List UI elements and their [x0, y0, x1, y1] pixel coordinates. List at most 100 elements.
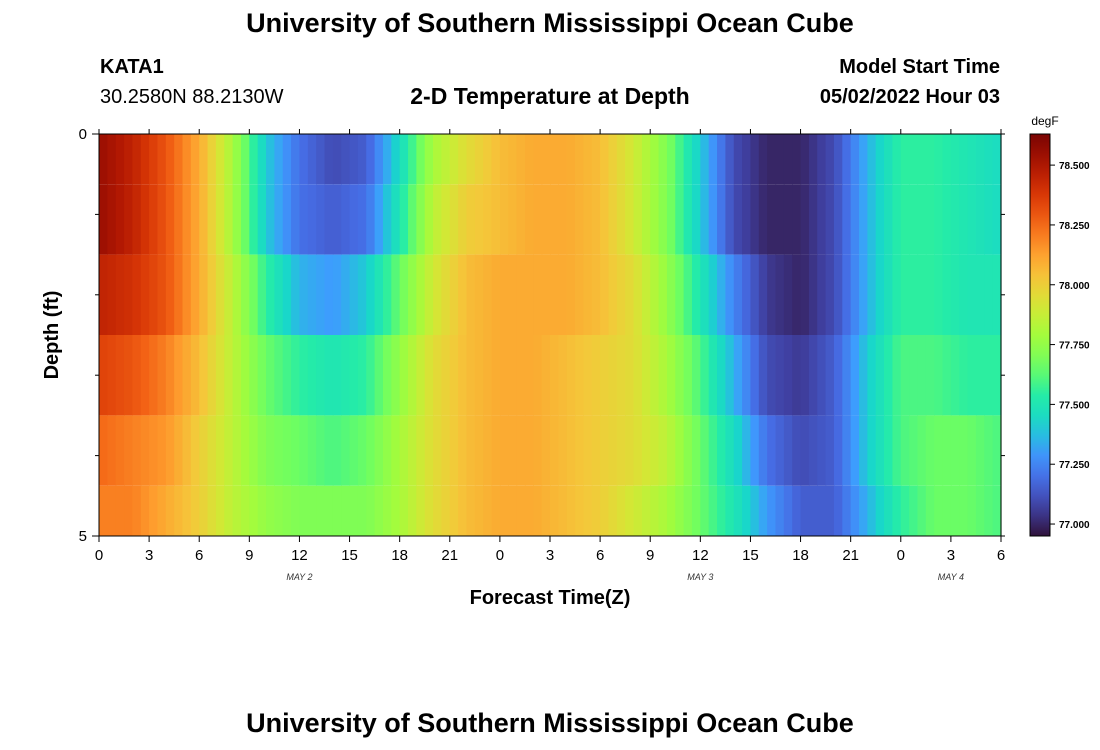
heatmap-cell	[149, 335, 159, 416]
heatmap-cell	[249, 335, 259, 416]
heatmap-cell	[833, 134, 843, 185]
heatmap-cell	[708, 134, 718, 185]
heatmap-cell	[550, 254, 559, 335]
heatmap-cell	[533, 184, 543, 255]
x-tick-label: 6	[997, 547, 1005, 564]
heatmap-cell	[733, 134, 743, 185]
x-tick-label: 3	[546, 547, 554, 564]
heatmap-cell	[867, 485, 877, 536]
heatmap-cell	[533, 485, 543, 536]
heatmap-cell	[867, 254, 877, 335]
heatmap-cell	[257, 184, 267, 255]
colorbar-tick-label: 78.250	[1059, 221, 1090, 232]
heatmap-cell	[357, 335, 367, 416]
date-label: MAY 3	[687, 572, 713, 582]
heatmap-cell	[132, 485, 142, 536]
heatmap-cell	[708, 335, 718, 416]
heatmap-cell	[925, 415, 935, 486]
heatmap-cell	[433, 134, 443, 185]
heatmap-cell	[491, 254, 501, 335]
heatmap-cell	[466, 134, 476, 185]
heatmap-cell	[591, 184, 601, 255]
heatmap-cell	[859, 254, 868, 335]
heatmap-cell	[575, 335, 585, 416]
heatmap-cell	[800, 184, 810, 255]
heatmap-cell	[558, 485, 568, 536]
x-tick-label: 12	[291, 547, 308, 564]
heatmap-cell	[341, 485, 351, 536]
heatmap-cell	[266, 134, 275, 185]
heatmap-cell	[449, 485, 459, 536]
heatmap-cell	[165, 254, 175, 335]
heatmap-cell	[934, 254, 944, 335]
heatmap-cell	[792, 254, 802, 335]
heatmap-cell	[391, 134, 401, 185]
heatmap-cell	[174, 254, 184, 335]
heatmap-cell	[700, 134, 710, 185]
heatmap-cell	[842, 134, 852, 185]
heatmap-cell	[742, 335, 752, 416]
heatmap-cell	[449, 254, 459, 335]
heatmap-cell	[215, 415, 225, 486]
heatmap-cell	[975, 184, 985, 255]
heatmap-cell	[825, 485, 835, 536]
heatmap-cell	[341, 254, 351, 335]
x-tick-label: 3	[145, 547, 153, 564]
heatmap-cell	[341, 134, 351, 185]
heatmap-cell	[683, 254, 693, 335]
heatmap-cell	[124, 184, 134, 255]
heatmap-cell	[984, 134, 994, 185]
heatmap-cell	[616, 485, 626, 536]
station-coordinates: 30.2580N 88.2130W	[100, 86, 284, 108]
heatmap-cell	[934, 184, 944, 255]
heatmap-cell	[99, 134, 108, 185]
heatmap-cell	[658, 335, 668, 416]
heatmap-cell	[641, 485, 651, 536]
heatmap-cell	[140, 184, 150, 255]
heatmap-cell	[708, 254, 718, 335]
heatmap-cell	[382, 485, 392, 536]
heatmap-cell	[975, 254, 985, 335]
heatmap-cell	[625, 335, 635, 416]
heatmap-cell	[266, 184, 275, 255]
heatmap-cell	[758, 415, 768, 486]
heatmap-cell	[332, 415, 342, 486]
heatmap-cell	[900, 254, 910, 335]
heatmap-cell	[132, 254, 142, 335]
heatmap-cell	[583, 184, 593, 255]
heatmap-cell	[675, 184, 685, 255]
heatmap-cell	[666, 485, 676, 536]
heatmap-cell	[491, 134, 501, 185]
heatmap-cell	[99, 335, 108, 416]
heatmap-cell	[332, 335, 342, 416]
heatmap-cell	[266, 254, 275, 335]
heatmap-cell	[892, 415, 902, 486]
date-label: MAY 2	[286, 572, 312, 582]
heatmap-cell	[859, 485, 868, 536]
heatmap-cell	[800, 254, 810, 335]
heatmap-cell	[934, 485, 944, 536]
heatmap-cell	[240, 335, 250, 416]
heatmap-cell	[959, 335, 969, 416]
heatmap-cell	[240, 415, 250, 486]
heatmap-cell	[775, 415, 785, 486]
heatmap-cell	[808, 134, 818, 185]
heatmap-cell	[666, 184, 676, 255]
heatmap-cell	[566, 485, 576, 536]
heatmap-cell	[499, 485, 509, 536]
heatmap-cell	[616, 254, 626, 335]
heatmap-cell	[950, 254, 960, 335]
heatmap-cell	[408, 134, 417, 185]
heatmap-cell	[124, 415, 134, 486]
heatmap-cell	[441, 485, 451, 536]
heatmap-cell	[483, 254, 493, 335]
heatmap-cell	[675, 335, 685, 416]
heatmap-cell	[750, 415, 760, 486]
heatmap-cell	[366, 134, 376, 185]
heatmap-cell	[324, 254, 334, 335]
heatmap-cell	[541, 184, 551, 255]
heatmap-cell	[850, 184, 860, 255]
heatmap-cell	[508, 415, 518, 486]
heatmap-cell	[917, 335, 927, 416]
